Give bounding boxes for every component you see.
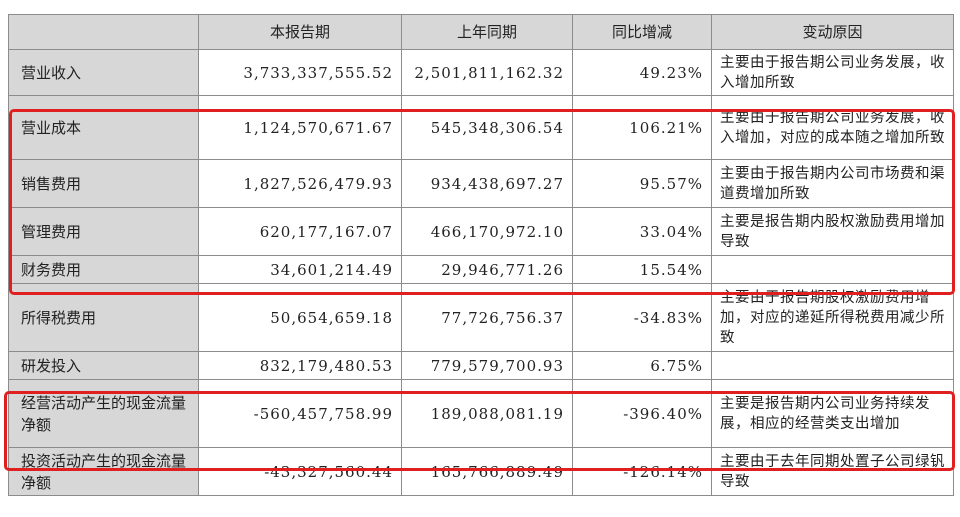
change-value: 95.57% <box>572 159 712 208</box>
table-row: 营业成本 1,124,570,671.67 545,348,306.54 106… <box>8 95 954 160</box>
table-row: 投资活动产生的现金流量净额 -43,327,560.44 165,766,889… <box>8 447 954 496</box>
change-reason: 主要由于去年同期处置子公司绿钒导致 <box>711 447 954 496</box>
change-reason: 主要由于报告期公司业务发展，收入增加，对应的成本随之增加所致 <box>711 95 954 160</box>
table-row: 经营活动产生的现金流量净额 -560,457,758.99 189,088,08… <box>8 379 954 448</box>
row-label: 所得税费用 <box>8 283 199 352</box>
row-label: 财务费用 <box>8 255 199 284</box>
change-value: -34.83% <box>572 283 712 352</box>
row-label: 营业收入 <box>8 49 199 96</box>
change-value: 106.21% <box>572 95 712 160</box>
prior-value: 466,170,972.10 <box>401 207 573 256</box>
change-value: -396.40% <box>572 379 712 448</box>
change-reason <box>711 351 954 380</box>
change-reason: 主要由于报告期内公司市场费和渠道费增加所致 <box>711 159 954 208</box>
prior-value: 934,438,697.27 <box>401 159 573 208</box>
table-row: 所得税费用 50,654,659.18 77,726,756.37 -34.83… <box>8 283 954 352</box>
header-prior-period: 上年同期 <box>401 14 573 50</box>
row-label: 经营活动产生的现金流量净额 <box>8 379 199 448</box>
change-reason <box>711 255 954 284</box>
row-label: 研发投入 <box>8 351 199 380</box>
prior-value: 77,726,756.37 <box>401 283 573 352</box>
current-value: 1,827,526,479.93 <box>198 159 402 208</box>
change-reason: 主要是报告期内公司业务持续发展，相应的经营类支出增加 <box>711 379 954 448</box>
change-reason: 主要由于报告期股权激励费用增加，对应的递延所得税费用减少所致 <box>711 283 954 352</box>
current-value: -560,457,758.99 <box>198 379 402 448</box>
row-label: 营业成本 <box>8 95 199 160</box>
change-value: 33.04% <box>572 207 712 256</box>
change-value: 49.23% <box>572 49 712 96</box>
header-current-period: 本报告期 <box>198 14 402 50</box>
current-value: -43,327,560.44 <box>198 447 402 496</box>
header-change-reason: 变动原因 <box>711 14 954 50</box>
change-value: 15.54% <box>572 255 712 284</box>
prior-value: 189,088,081.19 <box>401 379 573 448</box>
prior-value: 165,766,889.49 <box>401 447 573 496</box>
header-yoy-change: 同比增减 <box>572 14 712 50</box>
change-value: 6.75% <box>572 351 712 380</box>
change-reason: 主要由于报告期公司业务发展，收入增加所致 <box>711 49 954 96</box>
current-value: 1,124,570,671.67 <box>198 95 402 160</box>
current-value: 34,601,214.49 <box>198 255 402 284</box>
table-header-row: 本报告期 上年同期 同比增减 变动原因 <box>8 14 954 50</box>
table-row: 管理费用 620,177,167.07 466,170,972.10 33.04… <box>8 207 954 256</box>
current-value: 620,177,167.07 <box>198 207 402 256</box>
financial-comparison-table: 本报告期 上年同期 同比增减 变动原因 营业收入 3,733,337,555.5… <box>8 14 954 496</box>
prior-value: 2,501,811,162.32 <box>401 49 573 96</box>
row-label: 销售费用 <box>8 159 199 208</box>
prior-value: 779,579,700.93 <box>401 351 573 380</box>
row-label: 投资活动产生的现金流量净额 <box>8 447 199 496</box>
change-value: -126.14% <box>572 447 712 496</box>
prior-value: 545,348,306.54 <box>401 95 573 160</box>
current-value: 832,179,480.53 <box>198 351 402 380</box>
table-row: 研发投入 832,179,480.53 779,579,700.93 6.75% <box>8 351 954 380</box>
table-row: 财务费用 34,601,214.49 29,946,771.26 15.54% <box>8 255 954 284</box>
prior-value: 29,946,771.26 <box>401 255 573 284</box>
change-reason: 主要是报告期内股权激励费用增加导致 <box>711 207 954 256</box>
table-row: 营业收入 3,733,337,555.52 2,501,811,162.32 4… <box>8 49 954 96</box>
row-label: 管理费用 <box>8 207 199 256</box>
table-row: 销售费用 1,827,526,479.93 934,438,697.27 95.… <box>8 159 954 208</box>
current-value: 50,654,659.18 <box>198 283 402 352</box>
current-value: 3,733,337,555.52 <box>198 49 402 96</box>
header-item <box>8 14 199 50</box>
